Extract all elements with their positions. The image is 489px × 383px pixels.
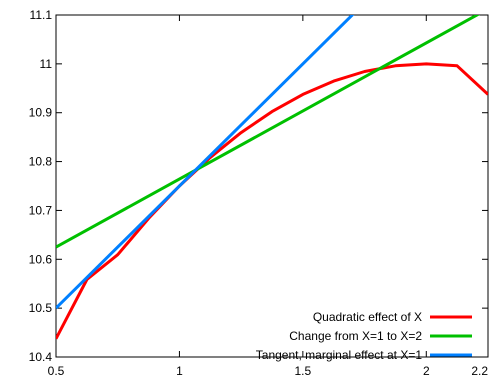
y-tick-label: 10.6: [29, 252, 53, 266]
y-tick-label: 11.1: [30, 8, 53, 22]
series-line-1: [56, 15, 481, 249]
y-tick-label: 11: [40, 57, 53, 71]
y-tick-label: 10.8: [29, 155, 53, 169]
x-tick-label: 2: [423, 364, 430, 378]
x-tick-label: 0.5: [48, 364, 65, 378]
plot-frame: [55, 14, 489, 358]
series-line-2: [56, 15, 355, 310]
y-tick-label: 10.5: [29, 301, 53, 315]
y-tick-label: 10.4: [29, 350, 53, 364]
axis-ticks: 10.4 10.5 10.6 10.7 10.8 10.9 11 11.1 0.5 1 1.5 2 2.…: [29, 8, 489, 378]
legend-label: Tangent, marginal effect at X=1: [256, 348, 423, 362]
legend-label: Change from X=1 to X=2: [289, 329, 422, 343]
x-tick-label: 1: [176, 364, 183, 378]
y-tick-label: 10.9: [29, 106, 53, 120]
series-lines: [56, 15, 488, 340]
x-tick-label: 2.2: [471, 364, 488, 378]
y-tick-label: 10.7: [29, 203, 53, 217]
legend-label: Quadratic effect of X: [313, 310, 422, 324]
series-line-0: [56, 62, 488, 340]
x-tick-label: 1.5: [295, 364, 312, 378]
legend: Quadratic effect of X Change from X=1 to …: [256, 310, 472, 362]
